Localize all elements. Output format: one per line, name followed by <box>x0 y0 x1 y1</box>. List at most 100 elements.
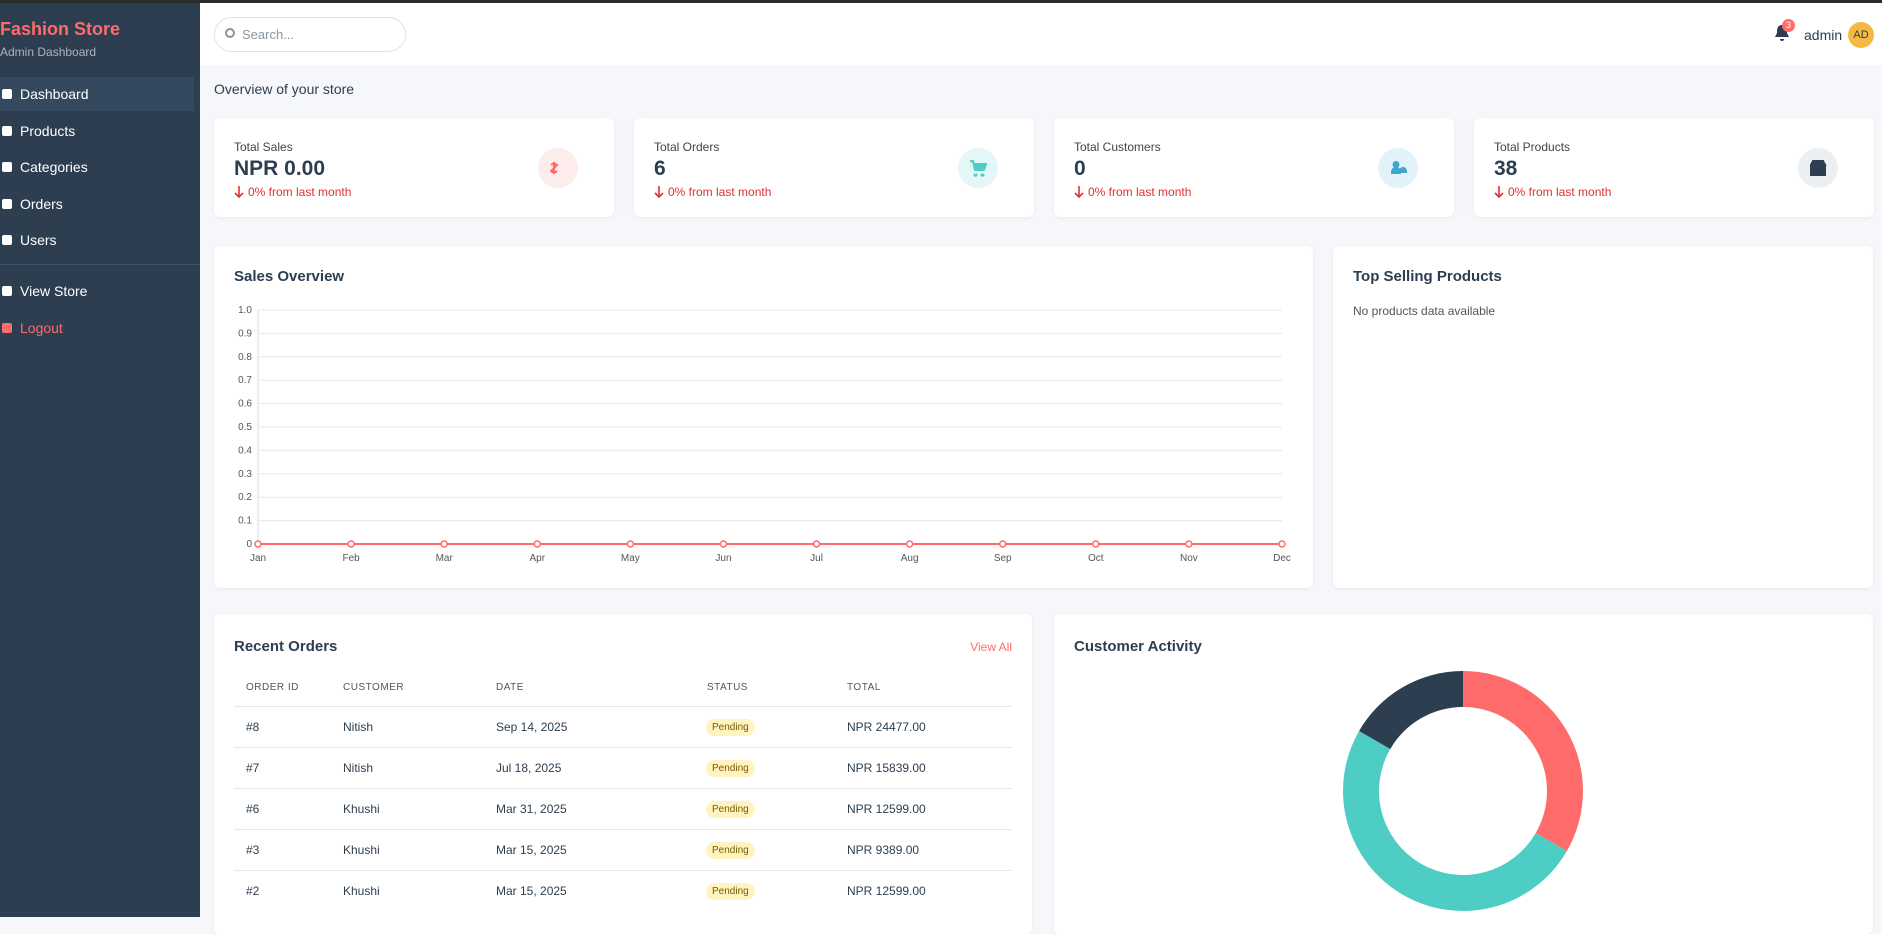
x-tick-label: Apr <box>529 553 545 564</box>
card-title: Top Selling Products <box>1353 268 1502 285</box>
nav-item[interactable]: Categories <box>0 150 194 184</box>
data-point <box>347 540 355 548</box>
page-subtitle: Overview of your store <box>214 81 355 97</box>
doughnut-chart <box>1343 671 1583 911</box>
status-badge: Pending <box>706 719 755 736</box>
view-all-link[interactable]: View All <box>970 640 1012 654</box>
icon-shape <box>970 160 987 177</box>
nav-item[interactable]: View Store <box>0 274 194 308</box>
table-cell: NPR 12599.00 <box>847 802 926 816</box>
nav-label: Categories <box>20 159 88 175</box>
table-cell: Mar 31, 2025 <box>496 802 567 816</box>
stat-icon <box>1390 160 1407 174</box>
arrow <box>234 186 244 198</box>
x-tick-label: Mar <box>436 553 454 564</box>
stat-value: 6 <box>654 157 666 180</box>
stat-label: Total Sales <box>234 140 293 154</box>
status-badge: Pending <box>706 801 755 818</box>
table-cell: Jul 18, 2025 <box>496 761 562 775</box>
x-tick-label: Feb <box>342 553 360 564</box>
table-cell: #2 <box>246 884 260 898</box>
data-point <box>533 540 542 548</box>
empty-message: No products data available <box>1353 304 1496 318</box>
nav-item[interactable]: Users <box>0 223 194 257</box>
table-cell: NPR 9389.00 <box>847 843 920 857</box>
x-tick-label: Nov <box>1180 553 1198 564</box>
avatar[interactable]: AD <box>1848 22 1874 48</box>
table-cell: #7 <box>246 761 260 775</box>
trend-arrow <box>654 186 664 198</box>
icon-shape <box>550 162 559 174</box>
data-point <box>812 540 821 548</box>
nav-item[interactable]: Products <box>0 114 194 148</box>
search-input[interactable]: Search... <box>214 17 406 52</box>
stat-label: Total Products <box>1494 140 1571 154</box>
table-cell: Khushi <box>343 843 380 857</box>
status-badge: Pending <box>706 760 755 777</box>
notification-badge: 3 <box>1782 19 1795 32</box>
line-chart: 0 0.1 0.2 0.3 0.4 0.5 0.6 0.7 0.8 0.9 1.0 Jan Feb Mar… <box>238 305 1291 564</box>
arrow <box>1074 186 1084 198</box>
y-tick-label: 0.6 <box>238 399 252 410</box>
y-tick-label: 0.1 <box>238 516 252 527</box>
nav-item[interactable]: Orders <box>0 187 194 221</box>
data-point <box>440 540 448 548</box>
nav-label: Orders <box>20 196 63 212</box>
stat-trend: 0% from last month <box>668 185 772 199</box>
stat-card: Total Orders 6 0% from last month <box>634 118 1034 217</box>
doughnut-segment <box>1359 671 1463 749</box>
status-badge: Pending <box>706 883 755 900</box>
card-title: Customer Activity <box>1074 638 1202 655</box>
row-divider <box>234 829 1012 830</box>
nav-item[interactable]: Logout <box>0 311 194 345</box>
stat-icon <box>550 162 559 174</box>
stat-icon <box>1810 160 1827 176</box>
arrow <box>654 186 664 198</box>
data-point <box>998 540 1007 548</box>
stat-trend: 0% from last month <box>1088 185 1192 199</box>
x-tick-label: Jul <box>810 553 823 564</box>
x-tick-label: Aug <box>901 553 919 564</box>
data-point <box>626 540 635 548</box>
row-divider <box>234 870 1012 871</box>
nav-label: Users <box>20 232 57 248</box>
brand[interactable]: Fashion Store <box>0 19 121 39</box>
nav-item[interactable]: Dashboard <box>0 77 194 111</box>
doughnut-segment <box>1343 731 1567 911</box>
search-placeholder: Search... <box>242 27 295 42</box>
data-point <box>1278 540 1286 548</box>
column-header: STATUS <box>707 682 748 693</box>
stat-value: 38 <box>1494 157 1518 180</box>
column-header: DATE <box>496 682 524 693</box>
table-cell: NPR 15839.00 <box>847 761 926 775</box>
data-point <box>719 540 728 548</box>
y-tick-label: 0.3 <box>238 469 252 480</box>
y-tick-label: 1.0 <box>238 305 252 316</box>
stat-trend: 0% from last month <box>1508 185 1612 199</box>
nav-label: View Store <box>20 283 88 299</box>
data-point <box>254 540 262 548</box>
stat-label: Total Customers <box>1074 140 1161 154</box>
table-cell: NPR 24477.00 <box>847 720 926 734</box>
table-cell: Mar 15, 2025 <box>496 843 567 857</box>
stat-card: Total Products 38 0% from last month <box>1474 118 1874 217</box>
doughnut-segment <box>1463 671 1583 851</box>
stat-card: Total Customers 0 0% from last month <box>1054 118 1454 217</box>
row-divider <box>234 747 1012 748</box>
sidebar: Fashion Store Admin Dashboard Dashboard … <box>0 3 200 917</box>
table-cell: #3 <box>246 843 260 857</box>
x-tick-label: Jan <box>250 553 266 564</box>
top-border <box>0 0 1882 3</box>
table-cell: Khushi <box>343 802 380 816</box>
sales-card: Sales Overview 0 0.1 0.2 0.3 0.4 0.5 0.6 0.7 0.8… <box>214 246 1313 588</box>
orders-card: Recent Orders View All ORDER ID CUSTOMER D… <box>214 614 1032 934</box>
icon-shape <box>1390 160 1407 174</box>
y-tick-label: 0.4 <box>238 445 252 456</box>
user-name[interactable]: admin <box>1804 27 1843 43</box>
nav-label: Logout <box>20 320 63 336</box>
status-badge: Pending <box>706 842 755 859</box>
y-tick-label: 0.8 <box>238 352 252 363</box>
card-title: Sales Overview <box>234 268 345 285</box>
stat-icon <box>970 160 987 177</box>
stat-trend: 0% from last month <box>248 185 352 199</box>
